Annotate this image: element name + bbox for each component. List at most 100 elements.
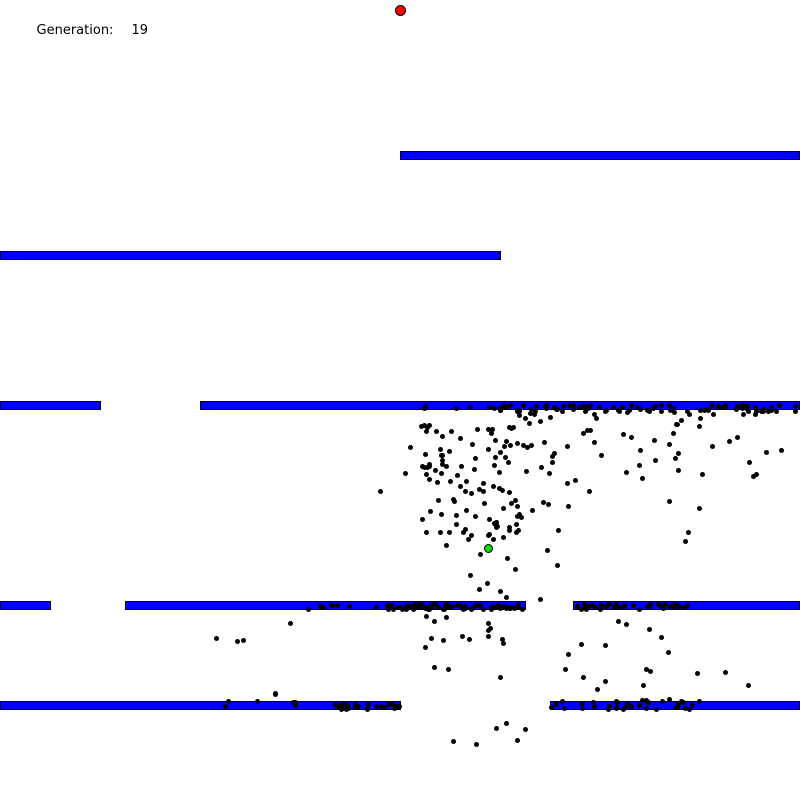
population-dot (222, 704, 228, 710)
population-dot (507, 525, 513, 531)
population-dot (514, 408, 520, 414)
population-dot (678, 418, 684, 424)
population-dot (630, 603, 636, 609)
population-dot (334, 603, 340, 609)
population-dot (629, 434, 635, 440)
population-dot (498, 408, 504, 414)
population-dot (517, 409, 523, 415)
population-dot (477, 552, 483, 558)
population-dot (682, 539, 688, 545)
population-dot (515, 514, 521, 520)
population-dot (581, 601, 587, 607)
population-dot (444, 614, 450, 620)
population-dot (710, 444, 716, 450)
population-dot (455, 602, 461, 608)
population-dot (423, 530, 429, 536)
population-dot (292, 702, 298, 708)
population-dot (498, 589, 504, 595)
population-dot (489, 426, 495, 432)
population-dot (634, 405, 640, 411)
population-dot (658, 408, 664, 414)
population-dot (491, 521, 497, 527)
population-dot (234, 639, 240, 645)
population-dot (686, 706, 692, 712)
population-dot (698, 416, 704, 422)
population-dot (530, 507, 536, 513)
population-dot (440, 452, 446, 458)
population-dot (450, 604, 456, 610)
population-dot (515, 605, 521, 611)
population-dot (620, 431, 626, 437)
population-dot (417, 602, 423, 608)
population-dot (745, 403, 751, 409)
population-dot (680, 700, 686, 706)
population-dot (769, 407, 775, 413)
population-dot (620, 707, 626, 713)
population-dot (503, 405, 509, 411)
population-dot (636, 703, 642, 709)
population-dot (423, 644, 429, 650)
population-dot (697, 424, 703, 429)
population-dot (467, 404, 473, 410)
population-dot (716, 404, 722, 410)
population-dot (673, 422, 679, 428)
population-dot (451, 496, 456, 502)
population-dot (592, 604, 598, 610)
population-dot (614, 705, 620, 711)
population-dot (439, 462, 445, 468)
population-dot (494, 524, 500, 530)
population-dot (586, 405, 592, 411)
population-dot (711, 411, 717, 417)
population-dot (477, 586, 483, 592)
population-dot (554, 702, 560, 708)
population-dot (765, 408, 771, 414)
population-dot (385, 602, 391, 608)
population-dot (623, 469, 629, 475)
population-dot (547, 414, 553, 420)
population-dot (519, 607, 525, 612)
population-dot (480, 480, 486, 486)
population-dot (580, 701, 586, 707)
population-dot (442, 606, 448, 612)
population-dot (636, 606, 642, 612)
population-dot (585, 428, 591, 434)
population-dot (474, 427, 480, 433)
population-dot (448, 478, 454, 484)
population-dot (432, 664, 438, 670)
population-dot (614, 601, 620, 607)
population-dot (395, 605, 401, 611)
population-dot (480, 606, 486, 612)
population-dot (621, 603, 627, 609)
population-dot (498, 606, 504, 612)
population-dot (624, 622, 630, 628)
population-dot (466, 537, 472, 543)
population-dot (613, 699, 619, 705)
population-dot (365, 701, 371, 707)
population-dot (578, 606, 584, 612)
population-dot (698, 407, 704, 413)
population-dot (438, 471, 444, 477)
population-dot (426, 606, 432, 612)
population-dot (566, 504, 572, 510)
population-dot (489, 430, 495, 436)
population-dot (502, 604, 508, 610)
population-dot (489, 606, 495, 612)
population-dot (481, 488, 487, 494)
population-dot (644, 667, 650, 673)
population-dot (497, 449, 503, 455)
population-dot (514, 529, 520, 535)
population-dot (528, 407, 534, 413)
population-dot (690, 702, 696, 708)
population-dot (486, 621, 492, 626)
population-dot (338, 707, 344, 713)
population-dot (501, 443, 507, 449)
population-dot (473, 514, 479, 520)
population-dot (240, 638, 246, 644)
population-dot (409, 604, 415, 610)
population-dot (603, 678, 609, 684)
population-dot (507, 442, 513, 448)
population-dot (777, 402, 783, 408)
population-dot (423, 403, 429, 409)
population-dot (667, 442, 673, 448)
